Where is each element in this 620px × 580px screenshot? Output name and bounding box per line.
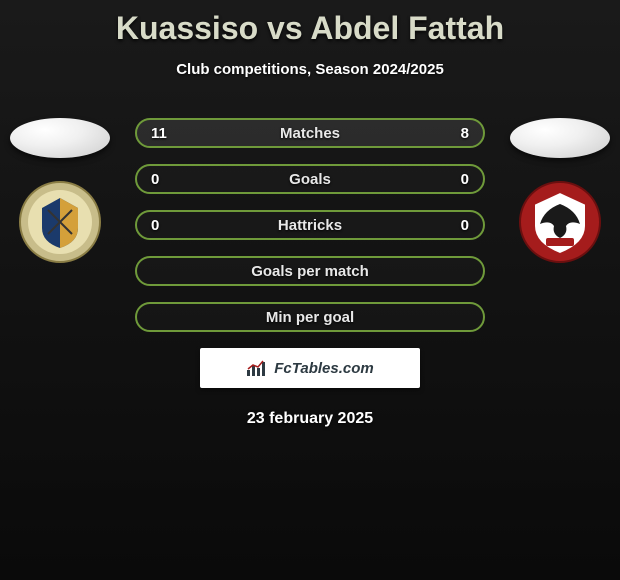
stat-label: Goals per match	[251, 263, 369, 280]
stat-label: Min per goal	[266, 309, 354, 326]
shield-icon	[10, 180, 110, 264]
player-avatar-right	[510, 118, 610, 158]
stats-container: Matches 11 8 Goals 0 0 Hattricks 0 0 Goals per ma…	[135, 118, 485, 332]
footer-date: 23 february 2025	[0, 410, 620, 428]
subtitle: Club competitions, Season 2024/2025	[0, 61, 620, 78]
stat-row-goals-per-match: Goals per match	[135, 256, 485, 286]
stat-value-right: 8	[461, 125, 469, 142]
stat-label: Goals	[289, 171, 331, 188]
stat-value-left: 0	[151, 171, 159, 188]
club-badge-left	[10, 180, 110, 264]
stat-row-matches: Matches 11 8	[135, 118, 485, 148]
eagle-shield-icon	[510, 180, 610, 264]
club-badge-right	[510, 180, 610, 264]
stat-label: Hattricks	[278, 217, 342, 234]
page-title: Kuassiso vs Abdel Fattah	[0, 0, 620, 47]
brand-text: FcTables.com	[274, 360, 373, 377]
stat-value-right: 0	[461, 217, 469, 234]
stat-row-goals: Goals 0 0	[135, 164, 485, 194]
stat-value-right: 0	[461, 171, 469, 188]
stat-label: Matches	[280, 125, 340, 142]
brand-badge[interactable]: FcTables.com	[200, 348, 420, 388]
player-avatar-left	[10, 118, 110, 158]
stat-value-left: 0	[151, 217, 159, 234]
bar-chart-icon	[246, 359, 268, 377]
stat-row-min-per-goal: Min per goal	[135, 302, 485, 332]
stat-row-hattricks: Hattricks 0 0	[135, 210, 485, 240]
stat-value-left: 11	[151, 125, 167, 142]
